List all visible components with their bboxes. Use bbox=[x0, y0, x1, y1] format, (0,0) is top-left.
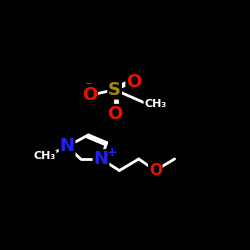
Text: O: O bbox=[82, 86, 97, 104]
Text: O: O bbox=[126, 73, 142, 91]
Text: O: O bbox=[149, 163, 162, 178]
Text: ⁻: ⁻ bbox=[84, 79, 91, 93]
Text: O: O bbox=[107, 105, 122, 123]
Text: CH₃: CH₃ bbox=[144, 99, 167, 109]
Text: S: S bbox=[108, 81, 121, 99]
Text: CH₃: CH₃ bbox=[34, 151, 56, 161]
Text: N: N bbox=[94, 150, 108, 168]
Text: +: + bbox=[106, 146, 117, 159]
Text: N: N bbox=[60, 138, 74, 156]
